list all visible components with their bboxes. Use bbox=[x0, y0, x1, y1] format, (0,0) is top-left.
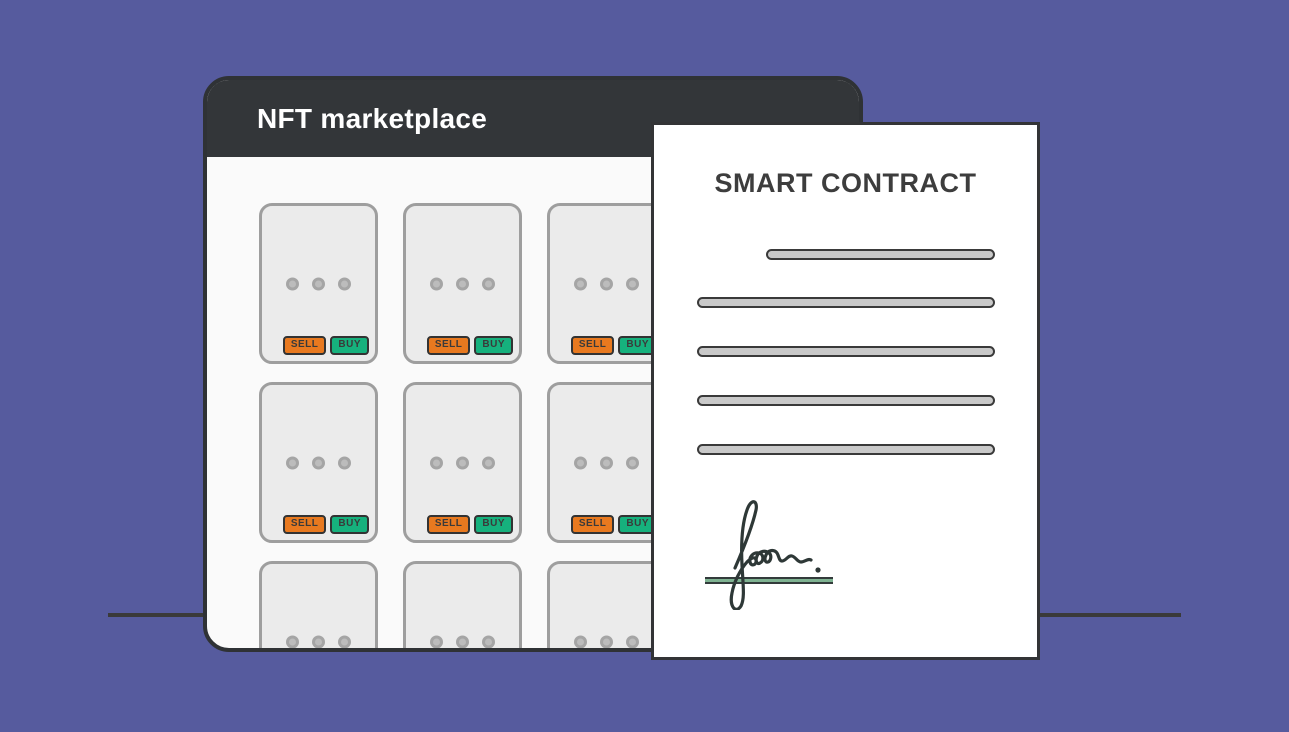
dot-icon bbox=[286, 456, 299, 469]
nft-card: SELL BUY bbox=[259, 203, 378, 364]
placeholder-dots-icon bbox=[262, 456, 375, 469]
dot-icon bbox=[600, 635, 613, 648]
dot-icon bbox=[456, 277, 469, 290]
sell-button[interactable]: SELL bbox=[570, 515, 615, 534]
card-button-row: SELL BUY bbox=[282, 336, 369, 355]
sell-button[interactable]: SELL bbox=[570, 336, 615, 355]
contract-text-line bbox=[766, 249, 995, 260]
ground-line-right bbox=[1037, 613, 1181, 617]
placeholder-dots-icon bbox=[262, 635, 375, 648]
placeholder-dots-icon bbox=[550, 277, 663, 290]
card-button-row: SELL BUY bbox=[570, 336, 657, 355]
nft-card: SELL BUY bbox=[259, 382, 378, 543]
contract-text-line bbox=[697, 395, 995, 406]
dot-icon bbox=[338, 635, 351, 648]
nft-card: SELL BUY bbox=[403, 203, 522, 364]
window-title: NFT marketplace bbox=[257, 102, 488, 134]
placeholder-dots-icon bbox=[406, 456, 519, 469]
sell-button[interactable]: SELL bbox=[282, 515, 327, 534]
card-button-row: SELL BUY bbox=[570, 515, 657, 534]
buy-button[interactable]: BUY bbox=[330, 515, 369, 534]
nft-card: SELL BUY bbox=[403, 382, 522, 543]
sell-button[interactable]: SELL bbox=[426, 336, 471, 355]
dot-icon bbox=[482, 635, 495, 648]
contract-text-line bbox=[697, 444, 995, 455]
dot-icon bbox=[456, 456, 469, 469]
nft-card: SELL BUY bbox=[403, 561, 522, 648]
sell-button[interactable]: SELL bbox=[426, 515, 471, 534]
nft-card: SELL BUY bbox=[547, 561, 666, 648]
dot-icon bbox=[482, 277, 495, 290]
dot-icon bbox=[338, 456, 351, 469]
dot-icon bbox=[574, 456, 587, 469]
dot-icon bbox=[312, 456, 325, 469]
placeholder-dots-icon bbox=[406, 635, 519, 648]
dot-icon bbox=[456, 635, 469, 648]
dot-icon bbox=[338, 277, 351, 290]
placeholder-dots-icon bbox=[550, 635, 663, 648]
buy-button[interactable]: BUY bbox=[474, 515, 513, 534]
nft-card: SELL BUY bbox=[547, 382, 666, 543]
signature-line bbox=[705, 577, 833, 584]
sell-button[interactable]: SELL bbox=[282, 336, 327, 355]
dot-icon bbox=[286, 635, 299, 648]
dot-icon bbox=[482, 456, 495, 469]
dot-icon bbox=[430, 456, 443, 469]
card-button-row: SELL BUY bbox=[282, 515, 369, 534]
dot-icon bbox=[574, 277, 587, 290]
dot-icon bbox=[600, 456, 613, 469]
buy-button[interactable]: BUY bbox=[474, 336, 513, 355]
smart-contract-document: SMART CONTRACT bbox=[651, 122, 1040, 660]
dot-icon bbox=[626, 277, 639, 290]
nft-card: SELL BUY bbox=[259, 561, 378, 648]
card-button-row: SELL BUY bbox=[426, 336, 513, 355]
signature-icon bbox=[729, 500, 821, 610]
dot-icon bbox=[430, 635, 443, 648]
dot-icon bbox=[286, 277, 299, 290]
contract-text-line bbox=[697, 297, 995, 308]
contract-title: SMART CONTRACT bbox=[714, 168, 977, 198]
dot-icon bbox=[312, 635, 325, 648]
ground-line-left bbox=[108, 613, 208, 617]
dot-icon bbox=[626, 635, 639, 648]
card-button-row: SELL BUY bbox=[426, 515, 513, 534]
dot-icon bbox=[430, 277, 443, 290]
window-header: NFT marketplace bbox=[207, 80, 859, 157]
buy-button[interactable]: BUY bbox=[330, 336, 369, 355]
dot-icon bbox=[626, 456, 639, 469]
dot-icon bbox=[312, 277, 325, 290]
dot-icon bbox=[574, 635, 587, 648]
placeholder-dots-icon bbox=[262, 277, 375, 290]
dot-icon bbox=[600, 277, 613, 290]
contract-text-line bbox=[697, 346, 995, 357]
placeholder-dots-icon bbox=[406, 277, 519, 290]
nft-card: SELL BUY bbox=[547, 203, 666, 364]
placeholder-dots-icon bbox=[550, 456, 663, 469]
